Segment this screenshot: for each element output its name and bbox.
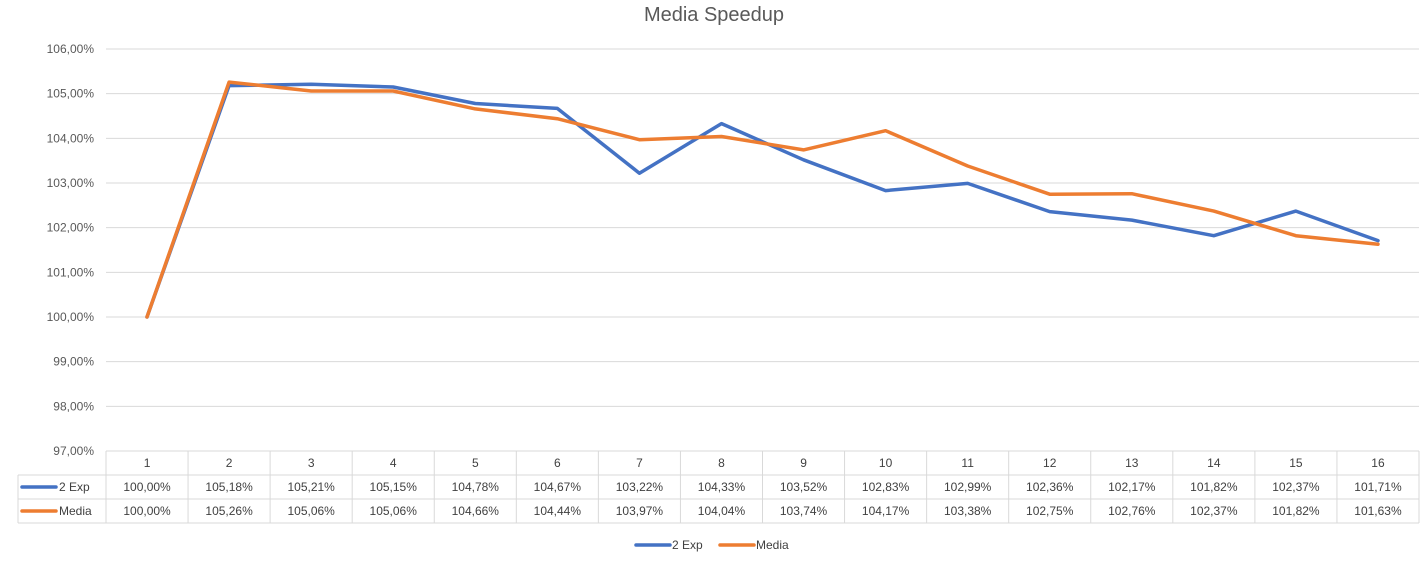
data-table-cell: 104,67% — [534, 480, 582, 494]
x-tick-label: 3 — [308, 456, 315, 470]
y-tick-label: 103,00% — [47, 176, 95, 190]
data-table-cell: 104,04% — [698, 504, 746, 518]
x-tick-label: 7 — [636, 456, 643, 470]
data-table-cell: 102,76% — [1108, 504, 1156, 518]
data-table-cell: 103,74% — [780, 504, 828, 518]
data-table-cell: 105,18% — [205, 480, 253, 494]
data-table-cell: 101,82% — [1190, 480, 1238, 494]
y-tick-label: 102,00% — [47, 221, 95, 235]
data-table-cell: 103,97% — [616, 504, 664, 518]
y-tick-label: 99,00% — [53, 355, 94, 369]
y-tick-label: 105,00% — [47, 87, 95, 101]
x-tick-label: 13 — [1125, 456, 1139, 470]
data-table-cell: 100,00% — [123, 504, 171, 518]
data-table-cell: 105,06% — [287, 504, 335, 518]
x-tick-label: 4 — [390, 456, 397, 470]
y-tick-label: 106,00% — [47, 42, 95, 56]
x-tick-label: 5 — [472, 456, 479, 470]
table-series-name: Media — [59, 504, 92, 518]
x-tick-label: 8 — [718, 456, 725, 470]
data-table-cell: 102,36% — [1026, 480, 1074, 494]
legend-label: Media — [756, 538, 789, 552]
data-table-cell: 102,83% — [862, 480, 910, 494]
x-tick-label: 2 — [226, 456, 233, 470]
x-tick-label: 9 — [800, 456, 807, 470]
x-tick-label: 12 — [1043, 456, 1057, 470]
data-table-cell: 105,06% — [370, 504, 418, 518]
data-table-cell: 101,71% — [1354, 480, 1402, 494]
data-table-cell: 102,99% — [944, 480, 992, 494]
table-series-name: 2 Exp — [59, 480, 90, 494]
y-tick-label: 101,00% — [47, 265, 95, 279]
data-table-cell: 105,21% — [287, 480, 335, 494]
x-tick-label: 15 — [1289, 456, 1303, 470]
series-line — [145, 80, 1380, 319]
data-table-cell: 100,00% — [123, 480, 171, 494]
x-tick-label: 1 — [144, 456, 151, 470]
y-tick-label: 104,00% — [47, 131, 95, 145]
data-table-cell: 103,22% — [616, 480, 664, 494]
data-table-cell: 101,63% — [1354, 504, 1402, 518]
x-tick-label: 14 — [1207, 456, 1221, 470]
series-line — [145, 82, 1380, 319]
data-table-cell: 104,66% — [452, 504, 500, 518]
data-table-cell: 105,15% — [370, 480, 418, 494]
data-table-cell: 102,37% — [1190, 504, 1238, 518]
x-tick-label: 10 — [879, 456, 893, 470]
legend-label: 2 Exp — [672, 538, 703, 552]
data-table-cell: 101,82% — [1272, 504, 1320, 518]
x-tick-label: 6 — [554, 456, 561, 470]
y-tick-label: 100,00% — [47, 310, 95, 324]
data-table-cell: 103,52% — [780, 480, 828, 494]
data-table-cell: 102,37% — [1272, 480, 1320, 494]
x-tick-label: 11 — [961, 456, 974, 470]
data-table-cell: 102,75% — [1026, 504, 1074, 518]
data-table-cell: 102,17% — [1108, 480, 1156, 494]
x-tick-label: 16 — [1371, 456, 1385, 470]
data-table-cell: 104,33% — [698, 480, 746, 494]
data-table-cell: 105,26% — [205, 504, 253, 518]
data-table-cell: 104,17% — [862, 504, 910, 518]
chart-title: Media Speedup — [643, 4, 785, 26]
y-tick-label: 97,00% — [53, 444, 94, 458]
data-table-cell: 104,78% — [452, 480, 500, 494]
y-tick-label: 98,00% — [53, 399, 94, 413]
data-table-cell: 103,38% — [944, 504, 992, 518]
data-table-cell: 104,44% — [534, 504, 582, 518]
